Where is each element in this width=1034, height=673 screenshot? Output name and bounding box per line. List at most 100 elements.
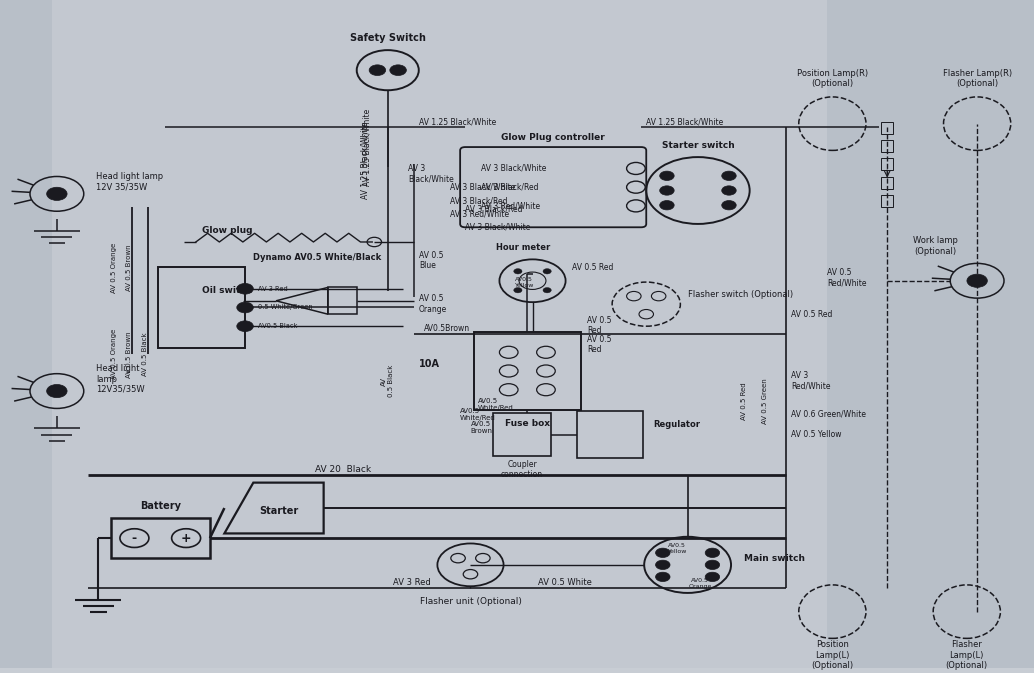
Text: AV 0.5
Red: AV 0.5 Red: [587, 334, 612, 354]
Text: 0.5 White/Green: 0.5 White/Green: [258, 304, 313, 310]
Circle shape: [705, 548, 720, 557]
Text: AV 0.5 Brown: AV 0.5 Brown: [126, 244, 132, 291]
Bar: [881, 140, 893, 152]
Circle shape: [237, 321, 253, 332]
Text: Head light lamp
12V 35/35W: Head light lamp 12V 35/35W: [96, 172, 163, 192]
Text: Flasher unit (Optional): Flasher unit (Optional): [420, 597, 521, 606]
Circle shape: [705, 560, 720, 569]
Text: Oil switch: Oil switch: [202, 286, 252, 295]
Circle shape: [369, 65, 386, 75]
Circle shape: [656, 548, 670, 557]
Text: Position Lamp(R)
(Optional): Position Lamp(R) (Optional): [797, 69, 868, 88]
Circle shape: [47, 187, 67, 201]
Text: AV 1.25 Black/White: AV 1.25 Black/White: [361, 122, 369, 199]
Text: Work lamp
(Optional): Work lamp (Optional): [913, 236, 959, 256]
Text: AV 3 Red/White: AV 3 Red/White: [450, 209, 509, 219]
Bar: [52, 0, 827, 668]
Circle shape: [660, 171, 674, 180]
Circle shape: [514, 269, 522, 274]
Circle shape: [722, 171, 736, 180]
Text: AV0.5
Brown: AV0.5 Brown: [470, 421, 492, 434]
Circle shape: [722, 186, 736, 195]
Text: Hour meter: Hour meter: [496, 243, 550, 252]
Text: AV 0.5 Brown: AV 0.5 Brown: [126, 331, 132, 378]
Circle shape: [237, 283, 253, 294]
Circle shape: [656, 572, 670, 581]
Text: Dynamo AV0.5 White/Black: Dynamo AV0.5 White/Black: [253, 253, 382, 262]
Text: Position
Lamp(L)
(Optional): Position Lamp(L) (Optional): [812, 640, 853, 670]
Text: AV 0.5 Red: AV 0.5 Red: [741, 382, 748, 420]
Circle shape: [967, 274, 987, 287]
Circle shape: [47, 384, 67, 398]
Text: AV 0.5 White: AV 0.5 White: [538, 578, 591, 588]
Text: AV0.5
Orange: AV0.5 Orange: [689, 578, 711, 589]
Text: AV 1.25 Black/White: AV 1.25 Black/White: [363, 108, 371, 186]
Text: 10A: 10A: [419, 359, 439, 369]
Text: AV 3 Red/White: AV 3 Red/White: [481, 201, 540, 211]
Text: Fuse box: Fuse box: [505, 419, 550, 427]
Text: AV 3 Black/Red: AV 3 Black/Red: [481, 182, 539, 192]
Text: Starter switch: Starter switch: [662, 141, 734, 149]
Text: AV 0.5 Orange: AV 0.5 Orange: [111, 329, 117, 380]
Text: AV0.5
Yellow: AV0.5 Yellow: [668, 542, 687, 553]
Text: AV 0.5 Green: AV 0.5 Green: [762, 378, 768, 424]
Bar: [328, 287, 357, 314]
Bar: [881, 158, 893, 170]
Text: AV0.5
White/Red: AV0.5 White/Red: [460, 408, 496, 421]
Text: AV 3 Black/White: AV 3 Black/White: [450, 182, 515, 192]
Text: Flasher
Lamp(L)
(Optional): Flasher Lamp(L) (Optional): [946, 640, 987, 670]
Text: AV 3 Black/Red: AV 3 Black/Red: [465, 204, 523, 213]
Text: AV0.5
White/Red: AV0.5 White/Red: [478, 398, 514, 411]
Text: Head light
lamp
12V35/35W: Head light lamp 12V35/35W: [96, 364, 145, 394]
Circle shape: [660, 201, 674, 210]
Text: AV 3 Black/White: AV 3 Black/White: [465, 223, 530, 232]
Text: AV 0.5 Black: AV 0.5 Black: [142, 332, 148, 376]
Text: AV 3 Red: AV 3 Red: [258, 286, 288, 292]
Circle shape: [722, 201, 736, 210]
Bar: [881, 195, 893, 207]
Text: Regulator: Regulator: [653, 420, 700, 429]
Text: AV 20  Black: AV 20 Black: [315, 465, 371, 474]
Bar: [493, 413, 551, 456]
Text: Battery: Battery: [140, 501, 181, 511]
Text: AV 0.5
Red: AV 0.5 Red: [587, 316, 612, 335]
Circle shape: [514, 287, 522, 293]
Text: AV0.5Brown: AV0.5Brown: [424, 324, 470, 333]
Circle shape: [390, 65, 406, 75]
Bar: [881, 177, 893, 189]
Text: AV0.5 Black: AV0.5 Black: [258, 323, 298, 329]
Text: AV 0.5
Orange: AV 0.5 Orange: [419, 295, 447, 314]
Bar: [158, 267, 245, 347]
Text: Starter: Starter: [260, 506, 299, 516]
Text: -: -: [132, 532, 136, 544]
Text: AV 0.5
Red/White: AV 0.5 Red/White: [827, 268, 866, 287]
Circle shape: [656, 560, 670, 569]
Text: AV 3 Black/Red: AV 3 Black/Red: [450, 196, 508, 205]
Circle shape: [705, 572, 720, 581]
Text: Glow plug: Glow plug: [202, 226, 252, 235]
Text: Safety Switch: Safety Switch: [349, 33, 426, 43]
Text: Main switch: Main switch: [744, 554, 805, 563]
Bar: [111, 518, 210, 558]
Text: AV 3 Black/White: AV 3 Black/White: [481, 164, 546, 173]
Circle shape: [237, 302, 253, 313]
Text: AV
0.5 Black: AV 0.5 Black: [382, 365, 394, 397]
Text: AV 0.5 Red: AV 0.5 Red: [572, 263, 613, 272]
Text: AV 3
Red/White: AV 3 Red/White: [791, 371, 830, 391]
Bar: [474, 332, 581, 410]
Text: AV 3 Red: AV 3 Red: [393, 578, 431, 588]
Circle shape: [543, 269, 551, 274]
Text: AV 0.6 Green/White: AV 0.6 Green/White: [791, 410, 866, 419]
Text: AV 0.5 Orange: AV 0.5 Orange: [111, 242, 117, 293]
Text: Flasher switch (Optional): Flasher switch (Optional): [688, 289, 793, 299]
Text: AV 1.25 Black/White: AV 1.25 Black/White: [419, 117, 496, 126]
Text: Coupler
connection: Coupler connection: [501, 460, 543, 479]
Text: Glow Plug controller: Glow Plug controller: [501, 133, 605, 141]
Circle shape: [543, 287, 551, 293]
Bar: [881, 122, 893, 134]
Text: AV 0.5
Blue: AV 0.5 Blue: [419, 251, 444, 271]
Text: AV 0.5 Red: AV 0.5 Red: [791, 310, 832, 319]
Text: AV 1.25 Black/White: AV 1.25 Black/White: [646, 117, 724, 126]
Circle shape: [660, 186, 674, 195]
Text: AV 0.5 Yellow: AV 0.5 Yellow: [791, 430, 842, 439]
